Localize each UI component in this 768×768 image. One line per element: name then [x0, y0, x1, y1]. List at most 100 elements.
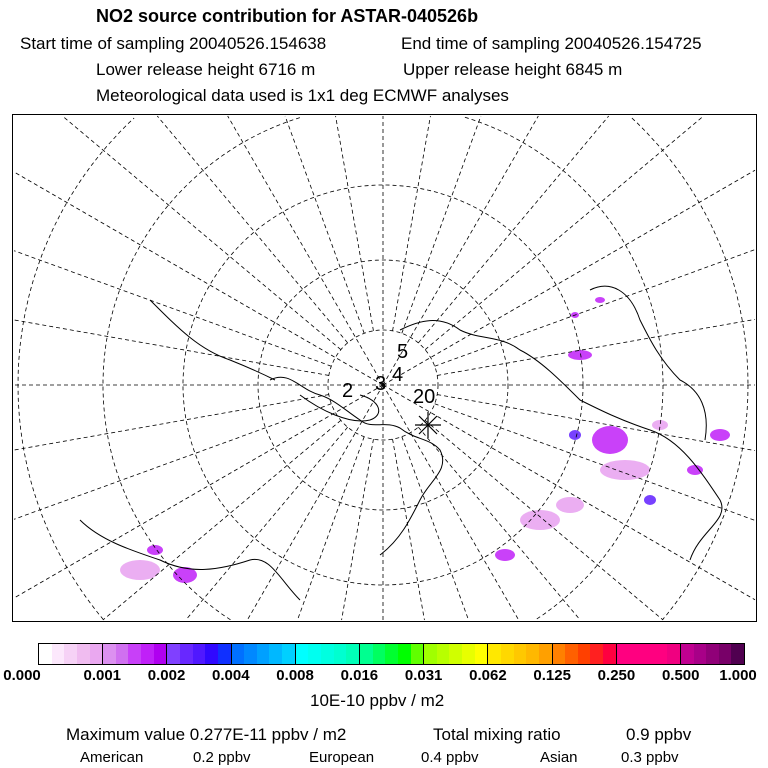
colorbar-segment: [552, 644, 617, 664]
map-canvas: 5 4 3 2 20: [13, 115, 756, 621]
colorbar-swatch: [577, 644, 591, 664]
meridian-line: [392, 115, 431, 331]
meridian-line: [401, 436, 469, 621]
colorbar-swatch: [153, 644, 167, 664]
colorbar-tick-label: 0.500: [661, 667, 700, 684]
colorbar-swatch: [115, 644, 129, 664]
meridian-line: [382, 169, 756, 386]
start-time-label: Start time of sampling 20040526.154638: [20, 34, 327, 53]
colorbar-tick-label: 0.031: [404, 667, 443, 684]
asian-label: Asian: [540, 749, 578, 766]
plume-blob: [495, 549, 515, 561]
plume-blob: [687, 465, 703, 475]
polar-map: 5 4 3 2 20: [12, 114, 757, 622]
colorbar-swatch: [167, 644, 181, 664]
colorbar-segment: [103, 644, 168, 664]
colorbar-swatch: [295, 644, 309, 664]
max-value-label: Maximum value 0.277E-11 ppbv / m2: [66, 725, 347, 744]
colorbar-swatch: [641, 644, 655, 664]
meridian-line: [341, 439, 374, 621]
latitude-circle: [17, 117, 135, 620]
colorbar-unit: 10E-10 ppbv / m2: [310, 691, 445, 710]
coastline-america: [79, 519, 301, 601]
plume-blob: [520, 510, 560, 530]
meridian-line: [335, 115, 374, 331]
colorbar-swatch: [667, 644, 680, 664]
meridian-line: [62, 115, 342, 350]
colorbar-swatch: [706, 644, 719, 664]
colorbar-swatch: [693, 644, 707, 664]
meridian-line: [156, 115, 348, 344]
colorbar-swatch: [513, 644, 527, 664]
asian-value: 0.3 ppbv: [621, 749, 679, 766]
meridian-line: [246, 384, 384, 621]
colorbar-swatch: [474, 644, 488, 664]
colorbar-swatch: [217, 644, 231, 664]
meridian-line: [382, 384, 756, 601]
meridian-line: [297, 436, 365, 621]
colorbar-swatch: [449, 644, 463, 664]
meridian-line: [13, 171, 384, 386]
meridian-line: [382, 384, 520, 621]
total-mixing-value: 0.9 ppbv: [626, 725, 692, 744]
colorbar-tick-label: 0.062: [469, 667, 507, 684]
colorbar-swatch: [552, 644, 566, 664]
coastline-greenland: [299, 394, 380, 422]
end-time-label: End time of sampling 20040526.154725: [401, 34, 702, 53]
trajectory-label-5: 5: [397, 341, 408, 363]
colorbar-swatch: [680, 644, 694, 664]
release-point-marker: [415, 412, 441, 438]
colorbar-swatch: [308, 644, 322, 664]
colorbar-swatch: [385, 644, 398, 664]
colorbar-swatch: [718, 644, 732, 664]
meridian-line: [13, 319, 329, 376]
meridian-line: [437, 394, 756, 451]
colorbar-swatch: [629, 644, 642, 664]
colorbar-tick-label: 0.001: [83, 667, 122, 684]
colorbar-swatch: [89, 644, 103, 664]
upper-height-label: Upper release height 6845 m: [403, 60, 623, 79]
colorbar-swatch: [462, 644, 475, 664]
colorbar-swatch: [346, 644, 359, 664]
meridian-line: [401, 115, 482, 334]
meridian-line: [102, 420, 342, 621]
coastline-asia: [399, 320, 723, 561]
colorbar-swatch: [39, 644, 52, 664]
total-mixing-label: Total mixing ratio: [433, 725, 561, 744]
colorbar-segment: [488, 644, 553, 664]
colorbar-tick-label: 0.000: [3, 667, 41, 684]
colorbar-segment: [167, 644, 232, 664]
colorbar-swatch: [76, 644, 90, 664]
meridian-line: [434, 249, 756, 367]
colorbar-swatch: [321, 644, 334, 664]
meridian-line: [392, 439, 425, 621]
meridian-line: [13, 394, 329, 451]
trajectory-label-4: 4: [392, 364, 403, 386]
colorbar-segment: [424, 644, 489, 664]
colorbar-swatch: [333, 644, 347, 664]
plume-blob: [644, 495, 656, 505]
plume-blob: [568, 350, 592, 360]
plume-blob: [652, 420, 668, 430]
colorbar-tick-label: 0.250: [597, 667, 636, 684]
colorbar-swatch: [526, 644, 539, 664]
trajectory-label-20: 20: [413, 386, 435, 408]
meridian-line: [424, 420, 664, 621]
colorbar-swatch: [282, 644, 295, 664]
meridian-line: [227, 115, 384, 386]
plume-blob: [556, 497, 584, 513]
colorbar-swatch: [410, 644, 424, 664]
meridian-line: [382, 115, 539, 386]
colorbar-swatch: [731, 644, 745, 664]
colorbar-swatch: [488, 644, 501, 664]
meridian-line: [437, 319, 756, 376]
colorbar-swatch: [64, 644, 77, 664]
meridian-line: [284, 115, 365, 334]
latitude-circle: [535, 385, 664, 621]
colorbar-segment: [39, 644, 104, 664]
colorbar-swatch: [205, 644, 218, 664]
colorbar-swatch: [128, 644, 142, 664]
american-label: American: [80, 749, 144, 766]
colorbar-swatch: [256, 644, 270, 664]
plume-blob: [595, 297, 605, 303]
